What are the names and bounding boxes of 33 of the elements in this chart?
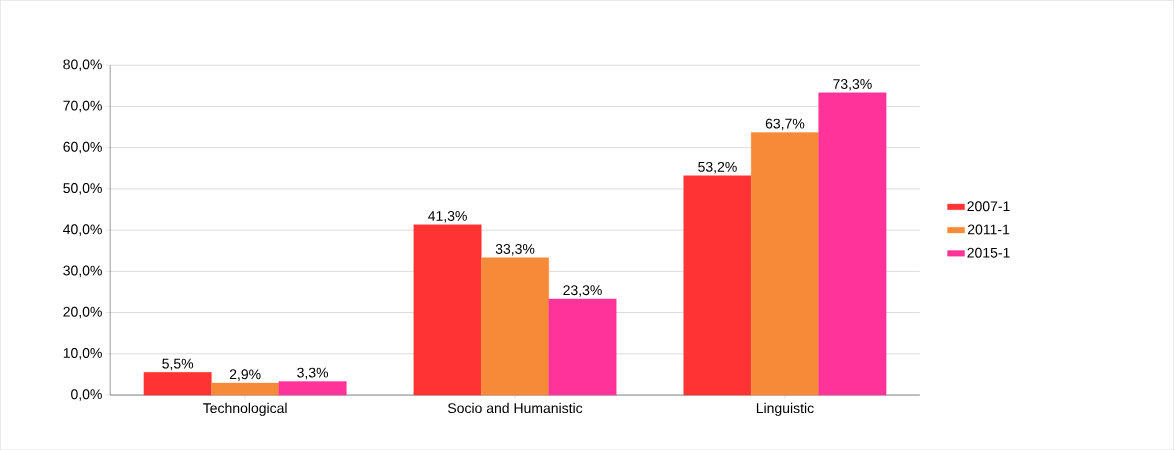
- data-label: 73,3%: [833, 78, 872, 91]
- bar: [413, 224, 482, 396]
- bar: [481, 257, 549, 396]
- data-label: 2,9%: [229, 369, 261, 381]
- data-label: 63,7%: [765, 118, 805, 131]
- y-tick-label: 70,0%: [63, 100, 102, 113]
- y-tick-label: 60,0%: [63, 141, 102, 154]
- data-label: 3,3%: [297, 367, 329, 380]
- y-tick-label: 20,0%: [63, 306, 102, 319]
- data-label: 23,3%: [563, 285, 602, 297]
- y-tick-label: 0,0%: [71, 389, 102, 401]
- y-tick-label: 40,0%: [63, 224, 102, 236]
- x-tick-label: Socio and Humanistic: [447, 402, 583, 413]
- legend-label: 2011-1: [967, 224, 1010, 235]
- data-label: 41,3%: [428, 210, 467, 223]
- bar: [548, 298, 617, 396]
- bar: [818, 92, 887, 396]
- y-tick-label: 50,0%: [63, 182, 102, 195]
- x-tick-label: Technological: [203, 402, 287, 416]
- y-tick-label: 10,0%: [63, 347, 102, 360]
- bar: [211, 382, 280, 396]
- data-label: 5,5%: [162, 358, 194, 371]
- bar: [143, 372, 212, 396]
- y-tick-label: 80,0%: [63, 59, 102, 71]
- legend-label: 2007-1: [967, 201, 1010, 212]
- x-tick-label: Linguistic: [756, 402, 814, 416]
- legend-label: 2015-1: [967, 247, 1010, 258]
- bar: [278, 381, 347, 396]
- data-label: 33,3%: [495, 243, 535, 256]
- bar: [683, 175, 752, 396]
- data-label: 53,2%: [698, 161, 737, 174]
- y-tick-label: 30,0%: [63, 265, 102, 278]
- bar: [751, 132, 819, 396]
